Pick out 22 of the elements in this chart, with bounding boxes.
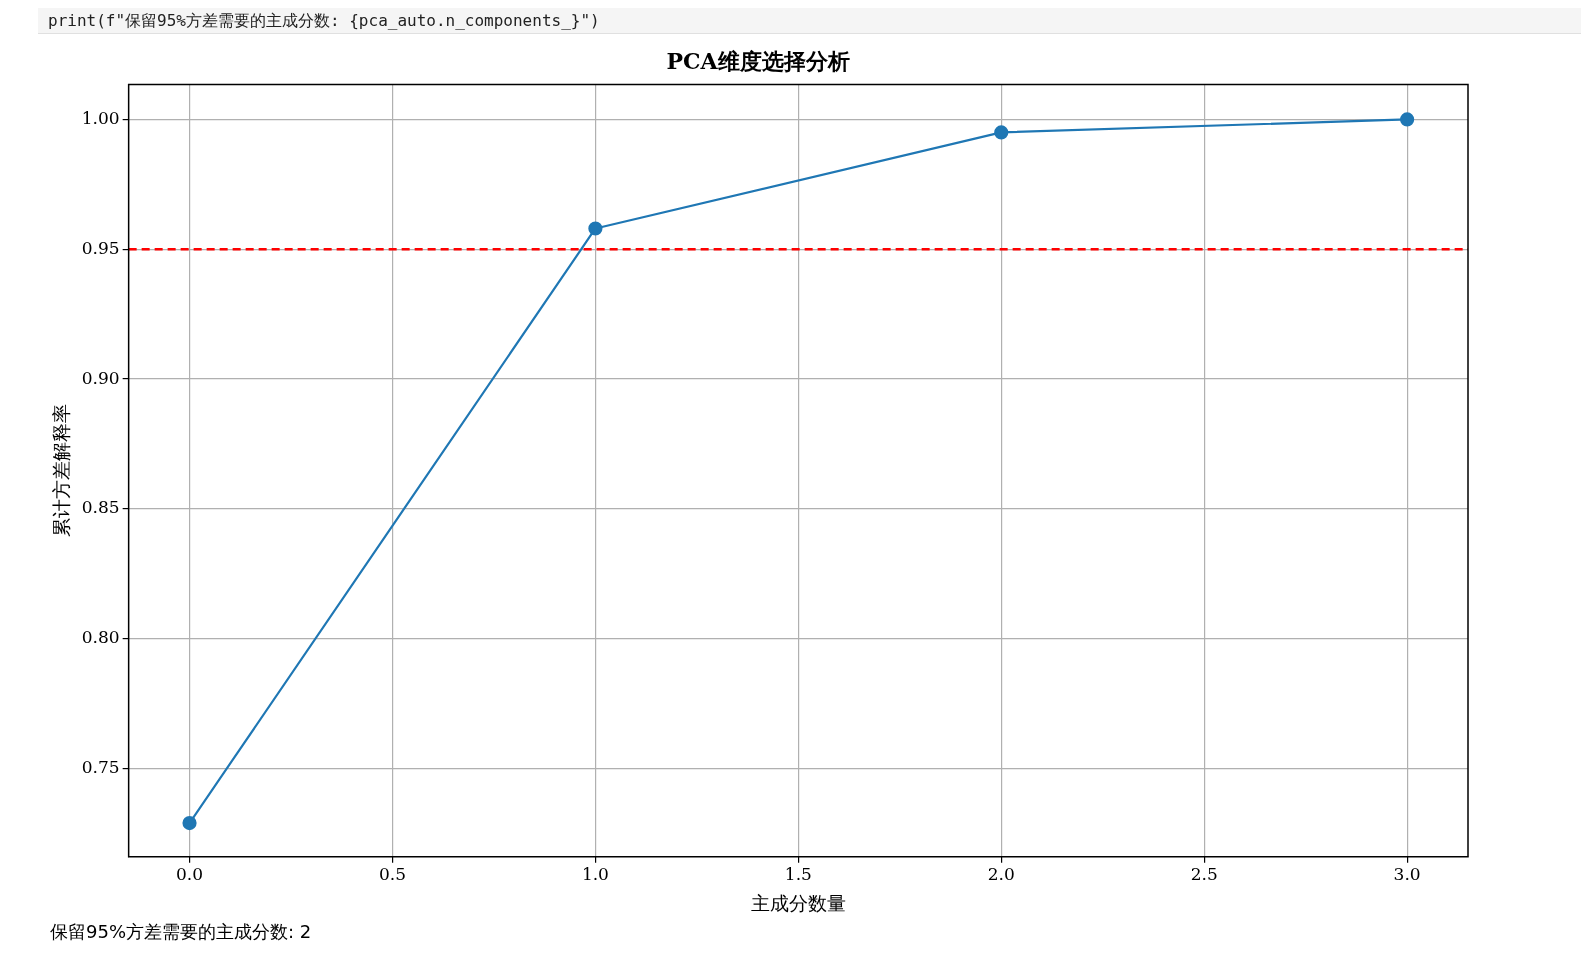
point <box>182 815 197 831</box>
chart-title: PCA维度选择分析 <box>666 47 850 74</box>
point <box>994 125 1009 140</box>
y-tick-label: 0.95 <box>81 237 120 258</box>
x-tick-label: 2.0 <box>987 864 1015 885</box>
point <box>588 221 603 236</box>
x-axis-title: 主成分数量 <box>750 891 846 914</box>
x-tick-label: 3.0 <box>1393 864 1421 885</box>
y-tick-label: 0.80 <box>81 627 120 648</box>
x-tick-label: 1.5 <box>784 864 812 885</box>
y-tick-label: 1.00 <box>81 107 120 128</box>
y-axis-title: 累计方差解释率 <box>50 404 73 538</box>
x-tick-label: 1.0 <box>581 864 609 885</box>
x-tick-label: 0.5 <box>378 864 406 885</box>
text: 保留95%方差需要的主成分数: 2 <box>50 920 312 944</box>
point <box>1400 112 1415 127</box>
text: print(f"保留95%方差需要的主成分数: {pca_auto.n_components_}") <box>38 8 1581 34</box>
y-tick-label: 0.75 <box>81 756 120 777</box>
y-tick-label: 0.90 <box>81 367 120 388</box>
x-tick-label: 0.0 <box>176 864 204 885</box>
y-tick-label: 0.85 <box>81 497 120 518</box>
x-tick-label: 2.5 <box>1190 864 1218 885</box>
